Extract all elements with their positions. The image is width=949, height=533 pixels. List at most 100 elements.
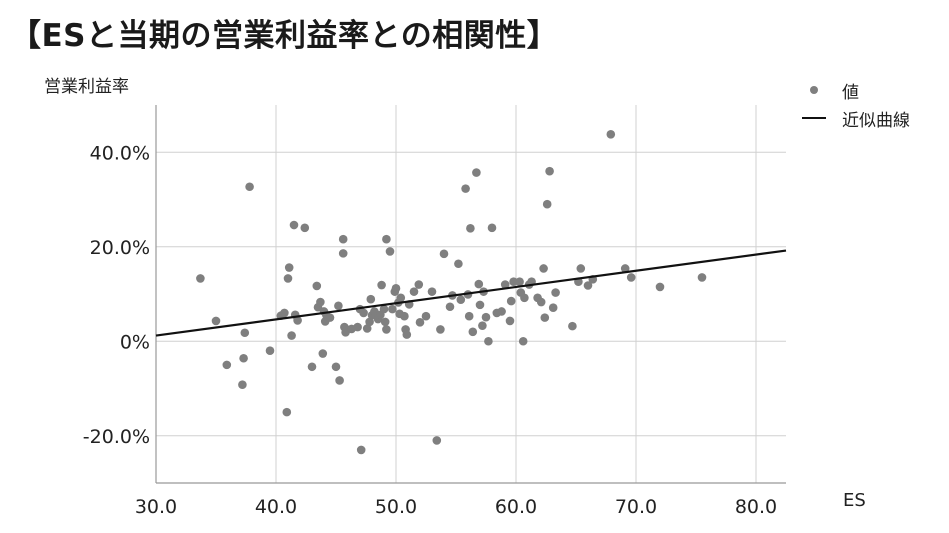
data-point xyxy=(284,263,294,272)
y-axis-label: 営業利益率 xyxy=(44,77,129,97)
data-point xyxy=(466,224,475,233)
data-point xyxy=(382,325,391,334)
data-point xyxy=(461,184,470,193)
data-point xyxy=(245,182,254,192)
data-point xyxy=(391,284,401,293)
data-point xyxy=(366,294,376,304)
data-point xyxy=(518,336,528,346)
data-point xyxy=(475,300,485,310)
data-point xyxy=(497,307,506,316)
data-point xyxy=(356,445,366,455)
data-point xyxy=(439,249,449,259)
data-point xyxy=(464,311,474,321)
data-point xyxy=(474,279,484,289)
data-point xyxy=(382,234,391,244)
data-point xyxy=(280,308,289,318)
x-tick-label: 70.0 xyxy=(615,496,657,518)
tick-labels: 30.0 40.0 50.0 60.0 70.0 80.0 -20.0% 0% 20.0% 40.… xyxy=(83,142,777,518)
data-point xyxy=(454,259,463,269)
data-point xyxy=(655,282,665,292)
data-point xyxy=(568,321,577,331)
data-point xyxy=(414,280,424,289)
data-point xyxy=(548,303,558,313)
data-point xyxy=(509,277,518,287)
data-point xyxy=(409,287,419,296)
data-point xyxy=(606,129,616,139)
data-point xyxy=(478,321,487,330)
data-point xyxy=(222,360,232,370)
data-point xyxy=(445,302,455,312)
data-point xyxy=(396,293,406,303)
data-point xyxy=(283,274,293,283)
data-point xyxy=(539,264,548,273)
data-point xyxy=(583,281,593,290)
data-point xyxy=(238,380,247,390)
y-tick-label: 40.0% xyxy=(90,142,150,164)
chart-title: 【ESと当期の営業利益率との相関性】 xyxy=(10,18,559,54)
axes xyxy=(155,105,786,484)
x-tick-label: 50.0 xyxy=(375,496,417,518)
data-point xyxy=(239,353,248,363)
data-point xyxy=(500,280,510,289)
data-point xyxy=(307,362,317,372)
data-point xyxy=(211,316,221,326)
data-point xyxy=(542,199,552,209)
data-point xyxy=(620,264,630,273)
data-point xyxy=(545,166,554,176)
data-point xyxy=(362,324,372,333)
trendline-group xyxy=(155,249,787,337)
data-point xyxy=(265,346,275,356)
data-point xyxy=(380,317,390,327)
y-tick-label: 0% xyxy=(120,331,150,353)
data-point xyxy=(359,308,368,318)
x-tick-label: 80.0 xyxy=(735,496,777,518)
data-point xyxy=(551,288,560,297)
data-point xyxy=(365,317,374,327)
legend-label-points: 値 xyxy=(842,82,859,103)
data-point xyxy=(402,330,412,339)
y-tick-label: 20.0% xyxy=(90,237,150,259)
legend-item-points: 値 xyxy=(800,76,910,104)
data-point xyxy=(282,407,292,417)
data-point xyxy=(626,273,636,282)
data-point xyxy=(289,220,299,230)
data-point xyxy=(338,234,348,244)
data-point xyxy=(481,312,491,322)
data-point xyxy=(505,316,515,326)
data-point xyxy=(432,436,442,445)
data-point xyxy=(338,249,348,258)
data-point xyxy=(312,281,322,291)
data-point xyxy=(377,280,386,290)
grid-lines xyxy=(156,105,786,483)
legend-label-trendline: 近似曲線 xyxy=(842,110,910,131)
data-point xyxy=(468,327,478,337)
data-point xyxy=(388,304,397,314)
data-point xyxy=(240,328,250,338)
trendline xyxy=(155,249,787,337)
data-point xyxy=(487,223,497,233)
data-point xyxy=(400,311,409,321)
data-points xyxy=(196,129,707,455)
data-point xyxy=(436,325,445,334)
x-tick-label: 30.0 xyxy=(135,496,177,518)
data-point xyxy=(540,313,550,322)
data-point xyxy=(472,168,481,177)
x-tick-label: 60.0 xyxy=(495,496,537,518)
data-point xyxy=(331,362,341,372)
data-point xyxy=(316,297,325,307)
legend-point-marker xyxy=(810,86,818,94)
data-point xyxy=(415,318,425,327)
data-point xyxy=(576,264,586,273)
data-point xyxy=(536,297,546,307)
data-point xyxy=(335,376,344,385)
data-point xyxy=(196,274,205,283)
data-point xyxy=(427,287,437,296)
data-point xyxy=(325,313,335,322)
data-point xyxy=(318,349,328,358)
data-point xyxy=(456,295,466,304)
data-point xyxy=(293,316,302,325)
data-point xyxy=(385,247,395,256)
data-point xyxy=(484,336,493,346)
data-point xyxy=(379,304,389,314)
data-point xyxy=(287,331,296,340)
